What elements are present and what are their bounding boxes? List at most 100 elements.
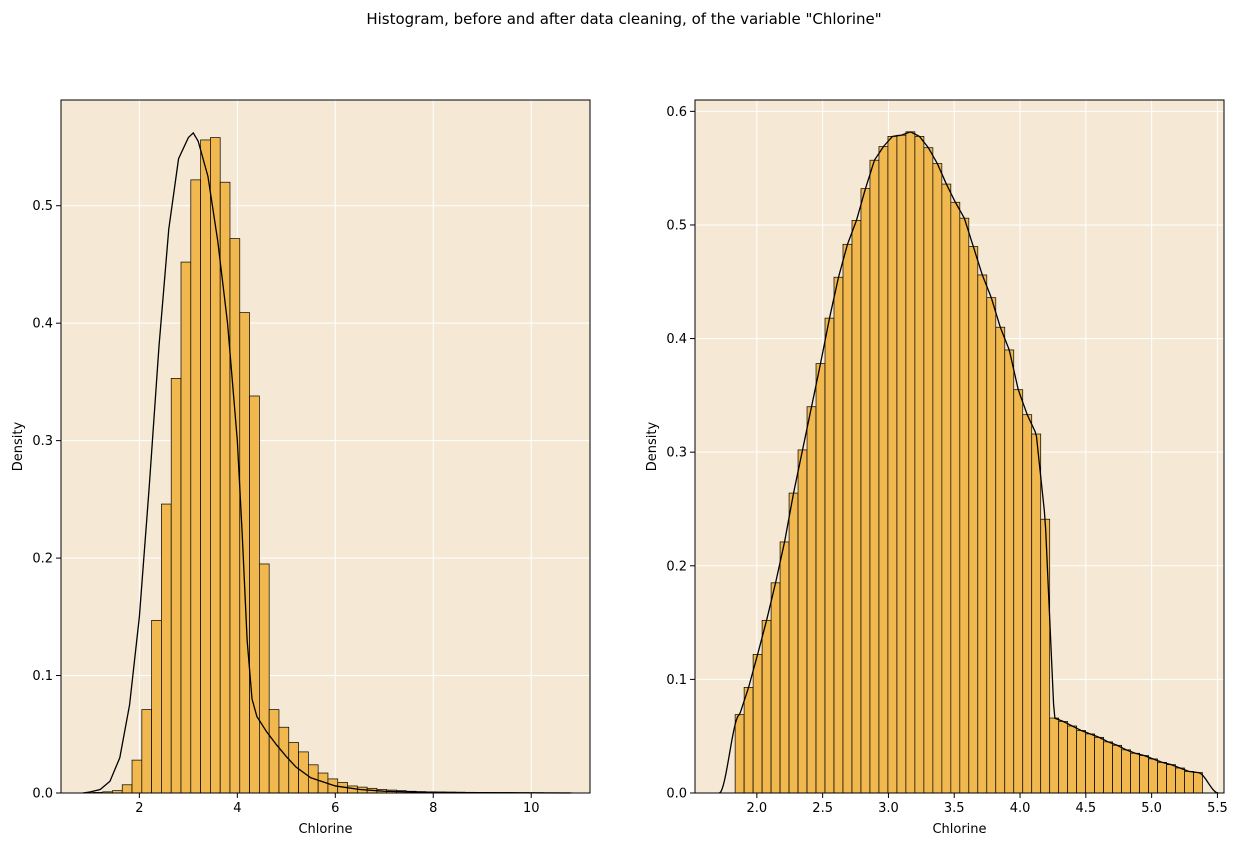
- histogram-bar: [1121, 749, 1131, 794]
- histogram-bar: [229, 238, 241, 794]
- axes-frame: [694, 99, 1225, 794]
- y-tick-label: 0.6: [666, 105, 687, 120]
- histogram-bar: [923, 147, 934, 794]
- x-axis-label: Chlorine: [298, 822, 352, 837]
- histogram-bar: [896, 134, 907, 794]
- histogram-bar: [959, 217, 970, 794]
- histogram-bar: [941, 183, 952, 794]
- y-tick-label: 0.4: [666, 332, 687, 347]
- histogram-bar: [869, 159, 880, 794]
- x-tick-label: 5.0: [1141, 801, 1162, 816]
- histogram-bar: [761, 619, 772, 794]
- histogram-bar: [239, 312, 250, 794]
- histogram-bar: [770, 582, 781, 794]
- histogram-bar: [1112, 744, 1122, 794]
- histogram-bar: [1067, 725, 1078, 794]
- histogram-bar: [1103, 741, 1113, 794]
- histogram-bar: [734, 714, 745, 794]
- x-tick-label: 4.0: [1010, 801, 1031, 816]
- y-tick-label: 0.2: [32, 552, 53, 567]
- histogram-bar: [905, 131, 916, 794]
- histogram-bar: [887, 136, 898, 794]
- histogram-bar: [141, 709, 152, 794]
- x-axis-label: Chlorine: [932, 822, 986, 837]
- plot-area: [61, 100, 590, 793]
- histogram-bar: [950, 201, 961, 794]
- histogram-bar: [259, 563, 270, 794]
- histogram-bar: [1166, 764, 1176, 794]
- chart-before-cleaning: 2 4 6 8 10 0.0 0.1 0.2 0.3 0.4 0.5 Chlorine Density: [11, 99, 591, 837]
- x-tick-label: 6: [331, 801, 339, 816]
- kde-curve: [82, 131, 571, 794]
- histogram-bar: [851, 220, 862, 794]
- histogram-bar: [995, 326, 1006, 794]
- x-tick-label: 3.5: [944, 801, 965, 816]
- histogram-bar: [200, 139, 211, 794]
- histogram-bar: [1184, 771, 1194, 794]
- histogram-bar: [1031, 433, 1042, 794]
- histogram-bar: [1130, 752, 1140, 794]
- y-tick-label: 0.3: [666, 446, 687, 461]
- y-tick-label: 0.0: [666, 787, 687, 802]
- histogram-bar: [914, 136, 925, 794]
- histogram-bar: [1139, 755, 1149, 794]
- histogram-bar: [842, 243, 853, 794]
- x-tick-label: 5.5: [1207, 801, 1228, 816]
- histogram-bar: [249, 395, 260, 794]
- histogram-bar: [806, 406, 817, 794]
- histogram-bar: [190, 179, 201, 794]
- histogram-bar: [833, 276, 844, 794]
- histogram-bar: [743, 686, 754, 794]
- histogram-bar: [878, 146, 889, 794]
- histogram-bar: [1193, 772, 1203, 794]
- histogram-bar: [268, 709, 280, 794]
- histogram-bar: [1148, 758, 1158, 794]
- y-tick-label: 0.3: [32, 434, 53, 449]
- y-tick-label: 0.1: [32, 669, 53, 684]
- y-tick-label: 0.0: [32, 787, 53, 802]
- histogram-bar: [824, 317, 835, 794]
- histogram-bar: [151, 619, 162, 794]
- histogram-bar: [815, 363, 826, 794]
- x-tick-label: 4.5: [1075, 801, 1096, 816]
- y-tick-label: 0.5: [32, 199, 53, 214]
- y-tick-label: 0.1: [666, 673, 687, 688]
- histogram-bar: [170, 378, 182, 794]
- x-tick-label: 3.0: [878, 801, 899, 816]
- chart-after-cleaning: 2.0 2.5 3.0 3.5 4.0 4.5 5.0 5.5 0.0 0.1 0.2 0.3 0.4 0…: [645, 99, 1228, 837]
- histogram-bar: [932, 163, 943, 794]
- histogram-bar: [1013, 389, 1024, 794]
- histogram-bar: [1022, 414, 1033, 794]
- kde-curve: [718, 131, 1219, 794]
- histogram-bar: [1040, 518, 1051, 794]
- x-tick-label: 2.5: [812, 801, 833, 816]
- y-axis-label: Density: [645, 421, 660, 471]
- axes-frame: [60, 99, 591, 794]
- histogram-bar: [131, 759, 143, 794]
- histogram-bar: [1175, 767, 1185, 794]
- histogram-bar: [779, 541, 790, 794]
- x-tick-label: 2: [135, 801, 143, 816]
- figure-suptitle: Histogram, before and after data cleanin…: [366, 10, 881, 28]
- histogram-bar: [210, 137, 221, 794]
- histogram-bar: [1085, 733, 1095, 794]
- histogram-bar: [278, 726, 290, 794]
- histogram-bar: [1049, 717, 1060, 794]
- histogram-bar: [860, 188, 871, 794]
- histogram-bar: [977, 274, 988, 794]
- histogram-bar: [788, 492, 799, 794]
- x-tick-label: 2.0: [747, 801, 768, 816]
- histogram-bar: [121, 784, 133, 794]
- y-axis-label: Density: [11, 421, 26, 471]
- x-tick-label: 8: [429, 801, 437, 816]
- histogram-bar: [1094, 736, 1104, 794]
- histogram-bar: [180, 261, 192, 794]
- histogram-bar: [1058, 721, 1069, 794]
- histogram-bar: [752, 654, 763, 794]
- y-tick-label: 0.4: [32, 317, 53, 332]
- histogram-bar: [968, 246, 979, 794]
- histogram-bar: [986, 297, 997, 794]
- histogram-bar: [1076, 730, 1087, 794]
- histogram-bar: [797, 449, 808, 794]
